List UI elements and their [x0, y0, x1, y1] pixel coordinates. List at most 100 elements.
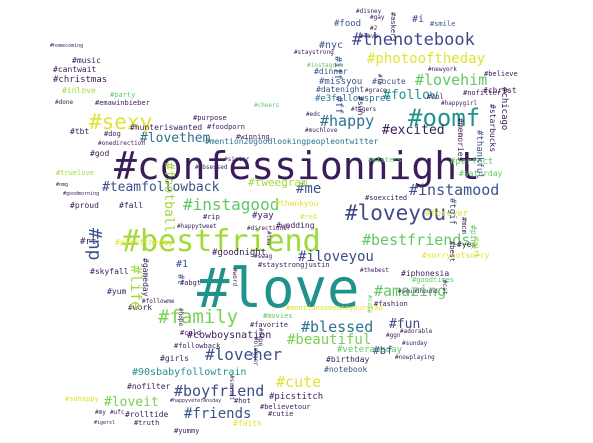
cloud-word: #saturday: [459, 169, 503, 178]
cloud-word: #staystrongjustin: [258, 261, 330, 269]
cloud-word: #smile: [430, 20, 456, 28]
cloud-word: #ufc: [110, 409, 125, 416]
cloud-word: #omg: [56, 182, 69, 188]
cloud-word: #instagood: [183, 195, 280, 214]
cloud-word: #happytweet: [177, 223, 217, 230]
cloud-word: #believe: [484, 70, 518, 78]
cloud-word: #bestfriend: [122, 224, 321, 259]
cloud-word: #lovehim: [415, 71, 488, 89]
cloud-word: #90sbabyfollowtrain: [132, 367, 247, 378]
cloud-word: #np: [84, 228, 105, 261]
cloud-word: #tgif: [447, 198, 457, 226]
cloud-word: #homecoming: [50, 43, 84, 49]
cloud-word: #directioner: [247, 225, 291, 232]
cloud-word: #cantwait: [53, 65, 97, 74]
cloud-word: #music: [72, 56, 101, 65]
cloud-word: #loveyou: [345, 201, 447, 225]
cloud-word: #soexcited: [365, 194, 408, 202]
cloud-word: #cat: [441, 280, 448, 295]
cloud-word: #hope: [177, 308, 184, 327]
cloud-word: #birthday: [326, 355, 370, 364]
cloud-word: #christ: [483, 86, 517, 95]
cloud-word: #goodmorning: [63, 191, 100, 197]
cloud-word: #loveher: [205, 345, 283, 364]
cloud-word: #adorable: [400, 328, 433, 335]
cloud-word: #veteransday: [337, 345, 403, 355]
cloud-word: #done: [55, 99, 74, 106]
cloud-word: #lovethem: [140, 131, 211, 146]
cloud-word: #boyfriend: [174, 382, 265, 400]
cloud-word: #mention20goodlookingpeopleontwitter: [205, 137, 379, 146]
cloud-word: #sorrynotsorry: [422, 251, 490, 260]
cloud-word: #yum: [107, 287, 127, 296]
cloud-word: #ff: [333, 96, 344, 115]
cloud-word: #nowplaying: [395, 354, 435, 361]
cloud-word: #sun: [356, 96, 365, 116]
cloud-word: #thankful: [474, 130, 484, 179]
cloud-word: #beautiful: [287, 332, 372, 348]
cloud-word: #word: [231, 268, 238, 287]
cloud-word: #gameday: [141, 258, 150, 297]
cloud-word: #e3followspree: [315, 94, 391, 104]
cloud-word: #party: [110, 91, 136, 99]
cloud-word: #disney: [356, 8, 382, 15]
cloud-word: #starbucks: [488, 104, 497, 153]
cloud-word: #fun: [389, 317, 421, 332]
cloud-word: #sister: [224, 156, 250, 163]
cloud-word: #work: [128, 303, 153, 312]
cloud-word: #skyfall: [90, 267, 129, 276]
cloud-word: #memories: [456, 118, 465, 162]
cloud-word: #cutie: [268, 410, 294, 418]
cloud-word: #loveit: [104, 395, 159, 410]
cloud-word: #sexy: [89, 110, 153, 134]
cloud-word: #muchlove: [305, 127, 338, 134]
cloud-word: #t: [175, 274, 185, 285]
cloud-word: #fall: [119, 201, 144, 210]
cloud-word: #asker3: [389, 12, 397, 42]
cloud-word: #excited: [382, 123, 445, 138]
cloud-word: #girl: [472, 237, 480, 259]
cloud-word: #soundhound: [398, 288, 438, 295]
cloud-word: #missyou: [319, 77, 363, 87]
cloud-word: #goodnight: [212, 248, 267, 258]
cloud-word: #best: [448, 241, 456, 263]
cloud-word: #sohappy: [65, 395, 99, 403]
cloud-word: #girls: [160, 354, 189, 363]
cloud-word: #lol: [427, 93, 444, 101]
cloud-word: #iphonesia: [401, 269, 450, 278]
cloud-word: #cowboysnation: [187, 330, 272, 341]
cloud-word: #love: [197, 257, 360, 320]
cloud-word: #ggn: [386, 332, 401, 339]
cloud-word: #gay: [370, 14, 385, 21]
cloud-word: #thebest: [360, 267, 389, 274]
cloud-word: #christmas: [53, 75, 108, 85]
cloud-word: #fashion: [374, 300, 408, 308]
cloud-word: #cold: [180, 329, 202, 337]
cloud-word: #1: [176, 259, 189, 270]
cloud-word: #obsessed: [195, 164, 228, 171]
cloud-word: #purpose: [193, 114, 227, 122]
cloud-word: #sisters: [368, 156, 402, 164]
cloud-word: #instamood: [409, 181, 500, 199]
cloud-word: #thenotebook: [352, 30, 475, 50]
cloud-word: #notebook: [324, 365, 368, 374]
cloud-word: #rt: [80, 237, 97, 247]
cloud-word: #happyveteransday: [170, 398, 222, 404]
cloud-word: #iloveyou: [298, 249, 374, 265]
cloud-word: #abgt: [180, 279, 202, 287]
cloud-word: #inlove: [62, 86, 96, 95]
cloud-word: #nofilter: [127, 382, 171, 391]
cloud-word: #tigers: [351, 106, 377, 113]
cloud-word: #datenight: [316, 85, 365, 94]
cloud-word: #swag: [254, 253, 273, 260]
cloud-word: #goodtimes: [412, 276, 455, 284]
cloud-word: #nyc: [319, 40, 344, 51]
cloud-word: #yes: [457, 240, 477, 249]
cloud-word: #follow: [383, 88, 438, 103]
cloud-word: #me: [296, 181, 322, 197]
cloud-word: #god: [90, 149, 110, 158]
cloud-word: #chicago: [499, 87, 509, 131]
cloud-word: #picoftheday: [115, 238, 173, 247]
cloud-word: #amazing: [374, 282, 447, 300]
cloud-word: #winning: [236, 133, 270, 141]
